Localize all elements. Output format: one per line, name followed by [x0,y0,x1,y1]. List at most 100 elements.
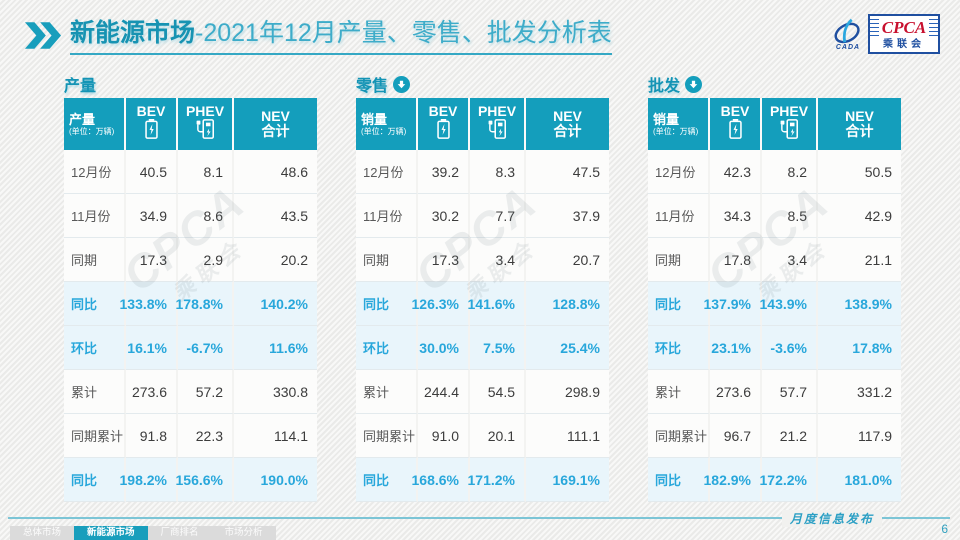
nev-label-top: NEV [845,108,874,124]
row-label: 同比 [356,458,418,502]
cell-value: 3.4 [762,238,818,282]
cell-value: 273.6 [126,370,178,414]
footer-tab-市场分析[interactable]: 市场分析 [211,526,276,540]
charger-icon [488,119,507,144]
cell-value: 23.1% [710,326,762,370]
cell-value: 30.2 [418,194,470,238]
row-label: 同期 [648,238,710,282]
down-arrow-icon [393,75,411,93]
cell-value: 8.2 [762,150,818,194]
cell-value: 181.0% [818,458,901,502]
col-header-phev: PHEV [470,98,526,150]
cell-value: -3.6% [762,326,818,370]
footer-tab-新能源市场[interactable]: 新能源市场 [74,526,148,540]
row-label: 同期累计 [64,414,126,458]
cell-value: 330.8 [234,370,317,414]
table-header-row: 销量 (单位：万辆) BEV PHEV NEV 合计 [356,98,615,150]
footer-caption: 月度信息发布 [781,510,882,527]
battery-icon [144,119,158,144]
cell-value: 43.5 [234,194,317,238]
cell-value: 198.2% [120,458,178,502]
table-row: 同期累计 96.7 21.2 117.9 [648,414,907,458]
bev-label: BEV [428,103,458,119]
table-body: 12月份 39.2 8.3 47.5 11月份 30.2 7.7 37.9 同期 17.3 3.4 2… [356,150,615,502]
table-row: 同比 137.9% 143.9% 138.9% [648,282,907,326]
table-row: 12月份 42.3 8.2 50.5 [648,150,907,194]
cell-value: 30.0% [418,326,470,370]
nev-label-top: NEV [261,108,290,124]
row-label: 同比 [648,282,710,326]
footer-nav: 总体市场 新能源市场 厂商排名 市场分析 [10,526,276,540]
page-number: 6 [941,522,948,536]
cell-value: 42.9 [818,194,901,238]
section-title-label: 零售 [356,78,389,95]
cell-value: -6.7% [178,326,234,370]
table-row: 同比 182.9% 172.2% 181.0% [648,458,907,502]
table-row: 11月份 34.3 8.5 42.9 [648,194,907,238]
cell-value: 16.1% [126,326,178,370]
header-metric-label: 产量 [69,111,96,127]
table-row: 12月份 39.2 8.3 47.5 [356,150,615,194]
row-label: 同比 [648,458,710,502]
cell-value: 8.3 [470,150,526,194]
phev-label: PHEV [769,103,809,119]
nev-label-top: NEV [553,108,582,124]
row-label: 同期 [64,238,126,282]
cpca-chinese-text: 乘联会 [870,38,938,52]
cell-value: 7.7 [470,194,526,238]
double-chevron-icon [24,22,62,54]
header-cell-metric: 销量 (单位：万辆) [648,98,710,150]
table-row: 同期 17.3 2.9 20.2 [64,238,323,282]
footer-tab-总体市场[interactable]: 总体市场 [10,526,75,540]
row-label: 累计 [356,370,418,414]
col-header-bev: BEV [418,98,470,150]
table-row: 环比 16.1% -6.7% 11.6% [64,326,323,370]
cell-value: 331.2 [818,370,901,414]
footer-tab-厂商排名[interactable]: 厂商排名 [147,526,212,540]
cell-value: 20.2 [234,238,317,282]
header-cell-metric: 产量 (单位：万辆) [64,98,126,150]
row-label: 11月份 [64,194,126,238]
cell-value: 169.1% [526,458,609,502]
cell-value: 57.7 [762,370,818,414]
cell-value: 128.8% [526,282,609,326]
phev-label: PHEV [477,103,517,119]
cell-value: 50.5 [818,150,901,194]
cell-value: 141.6% [468,282,526,326]
cell-value: 178.8% [176,282,234,326]
cada-emblem-icon: CADA [832,18,864,51]
cell-value: 126.3% [412,282,470,326]
table-row: 12月份 40.5 8.1 48.6 [64,150,323,194]
table-row: 累计 273.6 57.2 330.8 [64,370,323,414]
col-header-nev: NEV 合计 [234,98,317,150]
table-row: 同比 126.3% 141.6% 128.8% [356,282,615,326]
table-row: 11月份 34.9 8.6 43.5 [64,194,323,238]
battery-icon [728,119,742,144]
row-label: 同期累计 [356,414,418,458]
section-title-label: 批发 [648,78,681,95]
cell-value: 244.4 [418,370,470,414]
cell-value: 8.5 [762,194,818,238]
cell-value: 96.7 [710,414,762,458]
header-cell-metric: 销量 (单位：万辆) [356,98,418,150]
nev-label-bottom: 合计 [553,123,582,139]
col-header-nev: NEV 合计 [526,98,609,150]
cell-value: 114.1 [234,414,317,458]
row-label: 同期 [356,238,418,282]
table-header-row: 销量 (单位：万辆) BEV PHEV NEV 合计 [648,98,907,150]
cell-value: 273.6 [710,370,762,414]
header-unit-label: (单位：万辆) [361,126,407,136]
cell-value: 39.2 [418,150,470,194]
cell-value: 22.3 [178,414,234,458]
row-label: 11月份 [648,194,710,238]
cell-value: 3.4 [470,238,526,282]
table-row: 同期 17.3 3.4 20.7 [356,238,615,282]
table-row: 同期累计 91.0 20.1 111.1 [356,414,615,458]
cell-value: 54.5 [470,370,526,414]
row-label: 同比 [64,458,126,502]
col-header-bev: BEV [126,98,178,150]
cell-value: 190.0% [234,458,317,502]
nev-label-bottom: 合计 [261,123,290,139]
tables-area: 产量 产量 (单位：万辆) BEV PHEV NEV 合计 [64,72,907,502]
cell-value: 25.4% [526,326,609,370]
